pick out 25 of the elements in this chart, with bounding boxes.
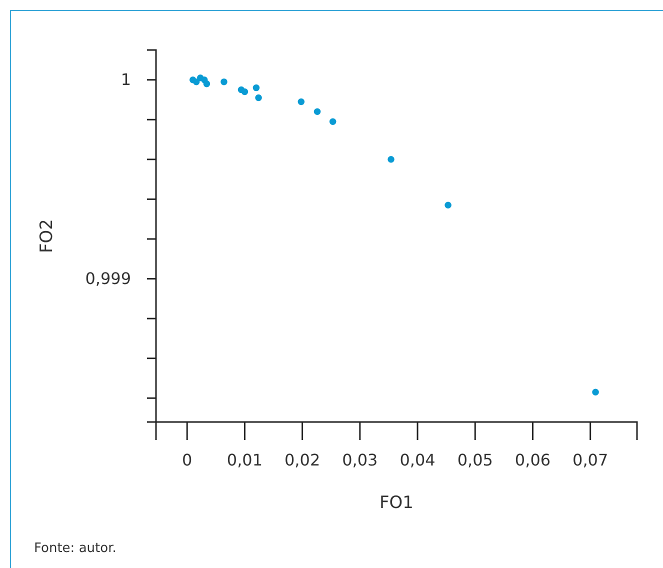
x-tick-label: 0,03 xyxy=(342,450,378,470)
x-tick-label: 0,05 xyxy=(457,450,493,470)
point xyxy=(241,88,248,96)
x-tick-label: 0,01 xyxy=(226,450,263,470)
y-tick-label: 1 xyxy=(120,70,131,89)
point xyxy=(203,80,210,88)
x-tick-label: 0,07 xyxy=(572,450,608,470)
point xyxy=(444,202,452,209)
point xyxy=(255,94,262,102)
point xyxy=(329,118,336,125)
y-axis-title: FO2 xyxy=(37,219,57,253)
point xyxy=(592,388,599,396)
y-tick-label: 0,999 xyxy=(85,268,131,288)
point xyxy=(388,156,394,163)
x-axis-title: FO1 xyxy=(380,493,414,513)
x-tick-label: 0 xyxy=(182,450,192,470)
point xyxy=(220,78,228,86)
source-note: Fonte: autor. xyxy=(34,541,116,556)
point xyxy=(192,78,200,86)
x-tick-label: 0,02 xyxy=(284,450,320,470)
point xyxy=(252,84,260,92)
x-tick-label: 0,04 xyxy=(400,450,436,470)
point xyxy=(314,108,321,116)
x-tick-label: 0,06 xyxy=(514,450,551,470)
point xyxy=(298,98,305,106)
